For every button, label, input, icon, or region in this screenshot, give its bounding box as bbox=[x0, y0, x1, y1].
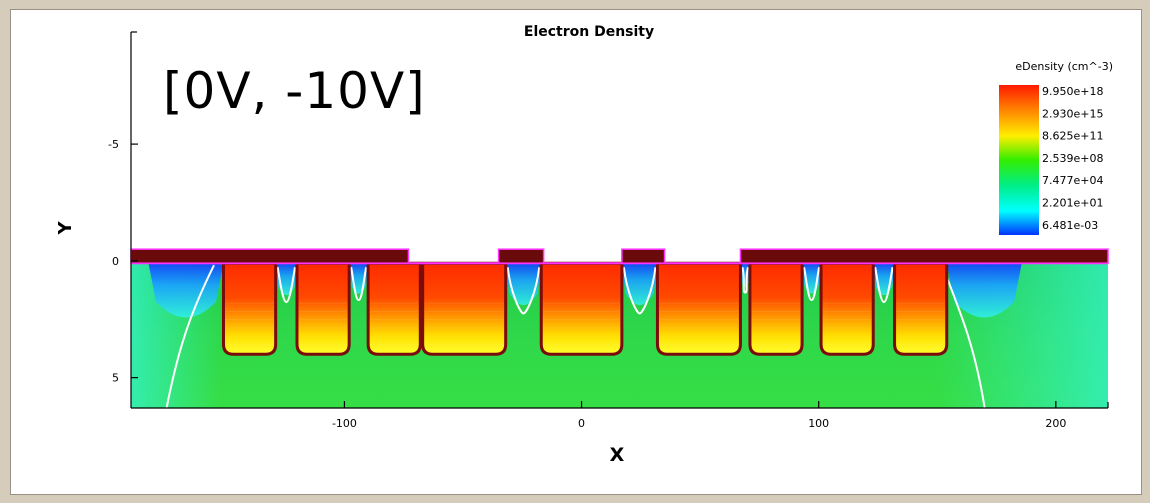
x-tick-label: 100 bbox=[808, 417, 829, 430]
gate-electrode bbox=[739, 248, 1109, 264]
density-contour bbox=[165, 264, 215, 408]
electron-well bbox=[655, 261, 742, 356]
depletion-pocket bbox=[148, 263, 224, 318]
depletion-pocket bbox=[946, 263, 1022, 318]
gate-electrode bbox=[130, 248, 410, 264]
x-tick-label: -100 bbox=[332, 417, 357, 430]
density-contour bbox=[941, 264, 986, 408]
electron-well bbox=[421, 261, 508, 356]
colorbar-label: 9.950e+18 bbox=[1042, 85, 1103, 98]
colorbar-label: 8.625e+11 bbox=[1042, 130, 1103, 143]
colorbar-label: 6.481e-03 bbox=[1042, 219, 1098, 232]
y-tick-label: 5 bbox=[112, 372, 119, 385]
gate-electrodes bbox=[130, 248, 1109, 265]
colorbar-label: 2.539e+08 bbox=[1042, 152, 1103, 165]
chart-title: Electron Density bbox=[524, 24, 654, 40]
electron-well bbox=[539, 261, 624, 356]
density-plot: -100 0 100 200 -5 0 5 Electron Density Y X eDe… bbox=[55, 24, 1113, 466]
electron-wells bbox=[221, 261, 949, 356]
colorbar-title: eDensity (cm^-3) bbox=[1015, 60, 1113, 73]
electron-well bbox=[893, 261, 949, 356]
y-axis-label: Y bbox=[55, 221, 76, 236]
x-tick-label: 0 bbox=[578, 417, 585, 430]
plot-frame: -100 0 100 200 -5 0 5 Electron Density Y X eDe… bbox=[10, 9, 1142, 495]
electron-well bbox=[819, 261, 875, 356]
colorbar bbox=[999, 85, 1039, 235]
axes: -100 0 100 200 -5 0 5 bbox=[108, 31, 1109, 430]
electron-well bbox=[295, 261, 351, 356]
x-tick-label: 200 bbox=[1045, 417, 1066, 430]
bias-annotation: [0V, -10V] bbox=[163, 62, 426, 120]
electron-well bbox=[221, 261, 278, 356]
gate-electrode bbox=[497, 248, 545, 264]
density-contour bbox=[506, 267, 541, 315]
density-contour bbox=[741, 266, 749, 294]
colorbar-labels: 9.950e+18 2.930e+15 8.625e+11 2.539e+08 7.47… bbox=[1042, 85, 1103, 232]
colorbar-label: 2.201e+01 bbox=[1042, 197, 1103, 210]
density-contour bbox=[622, 267, 657, 315]
density-contour bbox=[874, 267, 894, 304]
gate-electrode bbox=[621, 248, 666, 264]
y-tick-label: -5 bbox=[108, 138, 119, 151]
electron-well bbox=[748, 261, 804, 356]
colorbar-label: 2.930e+15 bbox=[1042, 107, 1103, 120]
density-contour bbox=[803, 267, 821, 302]
x-axis-label: X bbox=[610, 444, 625, 466]
electron-well bbox=[366, 261, 422, 356]
colorbar-label: 7.477e+04 bbox=[1042, 174, 1103, 187]
y-tick-label: 0 bbox=[112, 255, 119, 268]
density-contour bbox=[350, 267, 368, 302]
density-contour bbox=[276, 267, 296, 304]
